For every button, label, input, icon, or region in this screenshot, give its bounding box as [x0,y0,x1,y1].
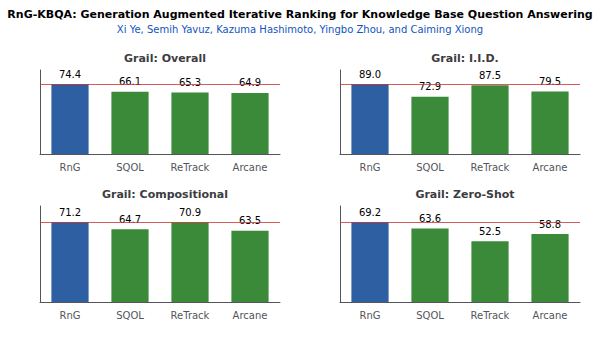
svg-text:71.2: 71.2 [59,207,81,218]
svg-text:Grail: Zero-Shot: Grail: Zero-Shot [415,188,514,201]
svg-text:RnG: RnG [59,310,80,321]
svg-text:70.9: 70.9 [179,207,201,218]
svg-text:64.7: 64.7 [119,214,141,225]
svg-text:72.9: 72.9 [419,81,441,92]
svg-text:Xi Ye, Semih Yavuz, Kazuma Has: Xi Ye, Semih Yavuz, Kazuma Hashimoto, Yi… [117,24,483,35]
svg-text:SQOL: SQOL [416,162,444,173]
svg-text:66.1: 66.1 [119,76,141,87]
svg-text:RnG: RnG [359,310,380,321]
svg-text:ReTrack: ReTrack [471,162,510,173]
svg-text:79.5: 79.5 [539,76,561,87]
svg-text:RnG: RnG [59,162,80,173]
svg-text:Arcane: Arcane [533,162,568,173]
svg-text:Grail: I.I.D.: Grail: I.I.D. [431,52,499,65]
svg-text:ReTrack: ReTrack [471,310,510,321]
svg-text:ReTrack: ReTrack [171,162,210,173]
svg-text:63.6: 63.6 [418,213,442,224]
svg-text:64.9: 64.9 [239,77,261,88]
svg-text:63.5: 63.5 [239,215,261,226]
svg-text:65.3: 65.3 [179,77,201,88]
svg-text:52.5: 52.5 [479,226,501,237]
svg-text:Arcane: Arcane [233,310,268,321]
svg-text:89.0: 89.0 [359,69,381,80]
svg-text:SQOL: SQOL [116,310,144,321]
svg-text:74.4: 74.4 [59,69,81,80]
svg-text:Grail: Compositional: Grail: Compositional [102,188,228,201]
svg-text:Grail: Overall: Grail: Overall [124,52,206,65]
svg-text:69.2: 69.2 [359,207,381,218]
svg-text:Arcane: Arcane [233,162,268,173]
svg-text:ReTrack: ReTrack [171,310,210,321]
svg-text:RnG-KBQA: Generation Augmented: RnG-KBQA: Generation Augmented Iterative… [7,8,592,21]
svg-text:SQOL: SQOL [116,162,144,173]
svg-text:Arcane: Arcane [533,310,568,321]
svg-text:87.5: 87.5 [479,70,501,81]
svg-text:58.8: 58.8 [539,219,561,230]
svg-text:RnG: RnG [359,162,380,173]
svg-text:SQOL: SQOL [416,310,444,321]
